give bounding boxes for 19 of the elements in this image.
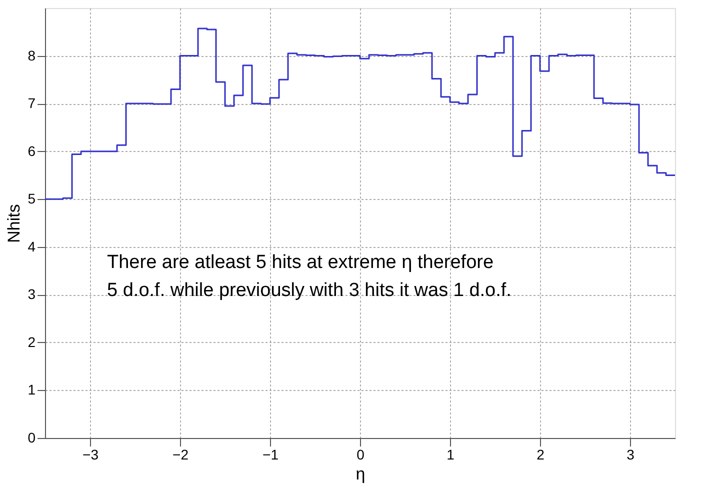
y-tick-label: 2 bbox=[28, 334, 36, 350]
y-tick-label: 5 bbox=[28, 190, 36, 207]
x-tick-label: 3 bbox=[626, 446, 635, 462]
y-tick-label: 3 bbox=[28, 286, 36, 302]
y-tick-label: 6 bbox=[28, 142, 36, 159]
y-tick-label: 1 bbox=[28, 382, 36, 398]
x-tick-label: −3 bbox=[82, 446, 99, 462]
x-tick-label: −2 bbox=[172, 446, 189, 462]
y-tick-label: 8 bbox=[28, 47, 36, 64]
x-tick-label: −1 bbox=[262, 446, 279, 462]
x-axis-title: η bbox=[356, 464, 366, 484]
y-tick-label: 0 bbox=[28, 430, 36, 446]
x-tick-label: 2 bbox=[536, 446, 545, 462]
annotation: There are atleast 5 hits at extreme η therefore 5 d.o.f. while previously with 3 hits it was 1 d.o.f. bbox=[107, 252, 512, 301]
x-tick-label: 1 bbox=[446, 446, 455, 462]
x-tick-label: 0 bbox=[356, 446, 365, 462]
y-axis-title: Nhits bbox=[4, 204, 24, 243]
y-tick-label: 4 bbox=[28, 238, 36, 254]
y-tick-label: 7 bbox=[28, 95, 36, 112]
